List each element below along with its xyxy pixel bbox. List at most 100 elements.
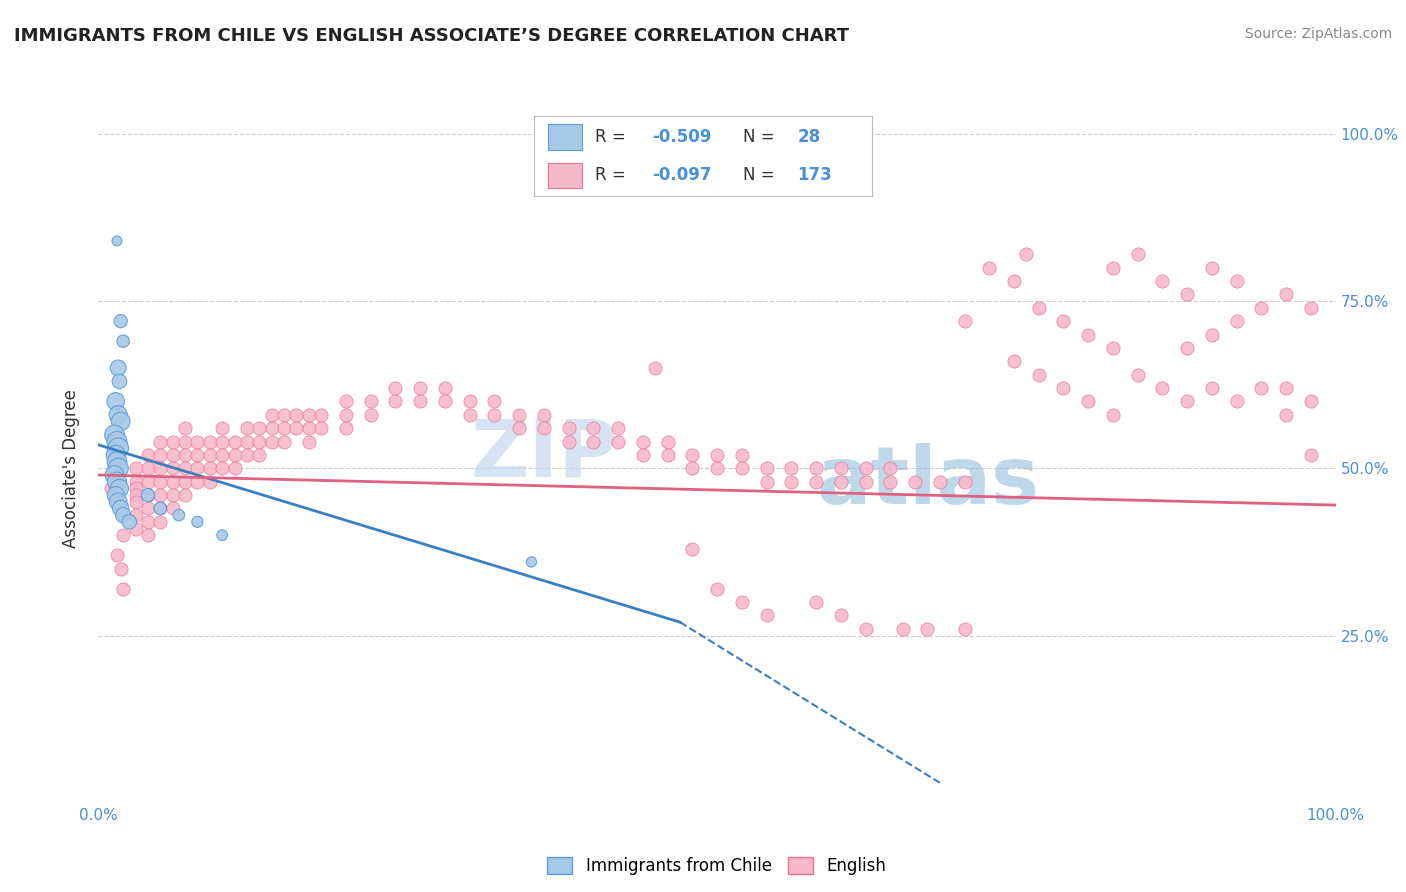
Point [830, 475, 852, 489]
Point [104, 394, 127, 409]
Text: atlas: atlas [815, 442, 1039, 521]
Legend: Immigrants from Chile, English: Immigrants from Chile, English [541, 850, 893, 881]
Point [104, 488, 127, 502]
Point [247, 448, 270, 462]
Point [1052, 314, 1074, 328]
Point [681, 448, 703, 462]
Text: -0.509: -0.509 [652, 128, 711, 145]
Point [582, 434, 605, 449]
Point [409, 381, 432, 395]
Point [105, 455, 128, 469]
Point [285, 408, 308, 422]
Point [136, 448, 159, 462]
Point [1077, 394, 1099, 409]
Point [681, 541, 703, 556]
Text: 173: 173 [797, 167, 832, 185]
Point [174, 448, 197, 462]
Point [211, 448, 233, 462]
Point [804, 475, 827, 489]
Point [731, 448, 754, 462]
Point [706, 448, 728, 462]
Point [335, 394, 357, 409]
Point [124, 508, 146, 523]
Point [631, 434, 654, 449]
Point [298, 434, 321, 449]
Point [384, 394, 406, 409]
Point [780, 461, 803, 475]
Point [458, 408, 481, 422]
Text: N =: N = [744, 128, 780, 145]
Point [1201, 381, 1223, 395]
Point [162, 501, 184, 516]
Point [149, 501, 172, 516]
Point [681, 461, 703, 475]
Point [167, 508, 190, 523]
Point [174, 434, 197, 449]
Text: 28: 28 [797, 128, 821, 145]
Point [124, 475, 146, 489]
Point [124, 461, 146, 475]
Point [1028, 368, 1050, 382]
Point [124, 521, 146, 535]
Point [186, 475, 208, 489]
Point [731, 461, 754, 475]
Point [162, 488, 184, 502]
Point [112, 508, 135, 523]
Point [107, 461, 129, 475]
Y-axis label: Associate's Degree: Associate's Degree [62, 389, 80, 548]
Point [855, 461, 877, 475]
Point [236, 448, 259, 462]
FancyBboxPatch shape [548, 162, 582, 188]
Point [110, 501, 132, 516]
Point [100, 482, 122, 496]
Point [103, 468, 125, 483]
Point [731, 595, 754, 609]
Point [149, 461, 172, 475]
Point [105, 434, 128, 449]
Point [1028, 301, 1050, 315]
Point [149, 475, 172, 489]
Point [533, 421, 555, 435]
Point [1102, 408, 1125, 422]
Point [706, 461, 728, 475]
Point [162, 475, 184, 489]
Point [198, 475, 221, 489]
Point [309, 421, 332, 435]
Point [508, 408, 530, 422]
Point [607, 434, 630, 449]
Point [1002, 274, 1025, 288]
Point [979, 260, 1001, 275]
Text: IMMIGRANTS FROM CHILE VS ENGLISH ASSOCIATE’S DEGREE CORRELATION CHART: IMMIGRANTS FROM CHILE VS ENGLISH ASSOCIA… [14, 27, 849, 45]
Point [174, 461, 197, 475]
Point [433, 381, 456, 395]
Text: -0.097: -0.097 [652, 167, 711, 185]
Point [112, 334, 135, 349]
Point [285, 421, 308, 435]
Point [136, 475, 159, 489]
Point [136, 515, 159, 529]
Point [273, 434, 295, 449]
Point [360, 394, 382, 409]
Point [107, 442, 129, 456]
Point [755, 475, 778, 489]
Point [1102, 341, 1125, 355]
Point [105, 548, 128, 563]
Point [224, 434, 246, 449]
Point [105, 475, 128, 489]
Point [830, 608, 852, 623]
Point [1226, 314, 1249, 328]
Point [1250, 301, 1272, 315]
Point [260, 421, 283, 435]
Point [186, 461, 208, 475]
Point [458, 394, 481, 409]
Point [335, 408, 357, 422]
Point [706, 582, 728, 596]
Point [149, 448, 172, 462]
Point [162, 434, 184, 449]
Point [1175, 341, 1198, 355]
Point [904, 475, 927, 489]
Point [118, 515, 141, 529]
Point [1275, 287, 1298, 301]
Point [273, 408, 295, 422]
Point [110, 415, 132, 429]
